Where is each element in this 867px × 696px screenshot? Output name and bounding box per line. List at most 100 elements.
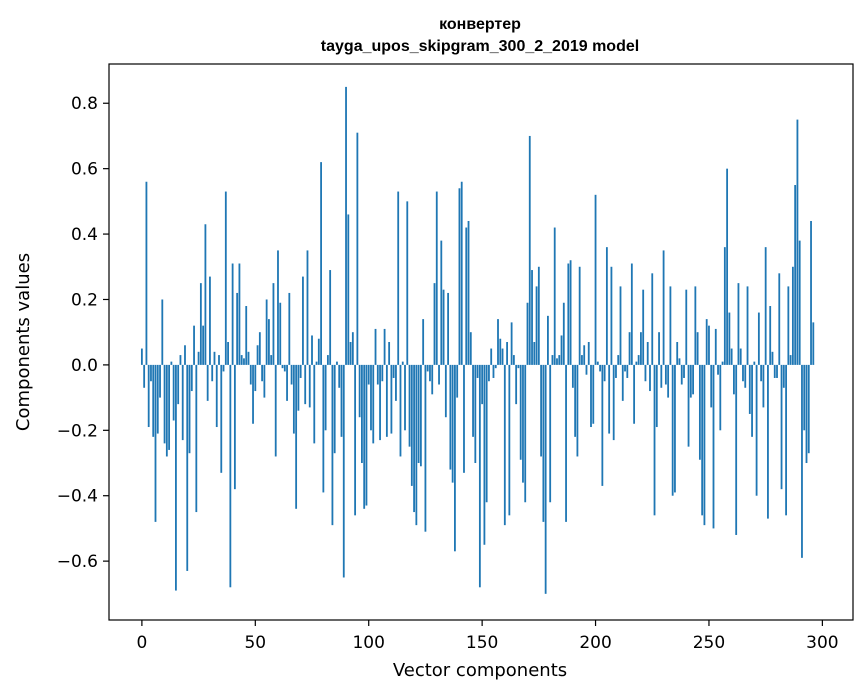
bar-186 [562,302,565,365]
bar-282 [780,364,783,490]
bar-180 [549,364,552,503]
bar-183 [556,358,558,365]
bar-248 [703,364,706,526]
bar-23 [193,325,195,365]
bar-166 [517,364,520,369]
bar-18 [181,364,184,441]
bar-138 [454,364,456,552]
bar-169 [524,364,527,503]
bar-14 [172,364,175,421]
bar-210 [617,355,620,365]
bar-252 [712,364,715,529]
bar-72 [304,364,307,405]
bar-57 [270,355,273,365]
bar-31 [211,364,214,382]
bar-150 [481,364,484,405]
bar-225 [651,273,654,365]
bar-175 [537,266,540,365]
bar-165 [515,364,518,405]
bar-131 [438,364,440,385]
bar-135 [447,292,450,365]
bar-277 [769,306,772,365]
bar-53 [261,364,264,382]
bar-16 [177,364,180,405]
bar-7 [156,364,159,434]
bar-78 [317,338,320,365]
bar-46 [245,306,248,365]
x-tick-label: 300 [806,633,838,653]
bar-251 [710,364,713,408]
bar-222 [644,364,647,382]
bar-289 [796,119,799,365]
bar-8 [159,364,161,398]
bar-71 [302,276,304,365]
bar-270 [753,361,756,365]
bar-261 [733,364,735,395]
x-tick-label: 250 [693,633,725,653]
bar-113 [397,191,400,365]
x-tick-label: 50 [244,633,266,653]
bar-244 [694,286,697,365]
bar-27 [202,325,205,365]
bar-163 [510,322,513,365]
bar-116 [404,364,406,431]
bar-267 [746,286,749,365]
bar-197 [587,342,590,365]
bar-192 [576,364,579,457]
bar-274 [762,364,765,408]
bar-51 [256,345,259,365]
bar-287 [791,266,794,365]
bar-13 [170,361,173,365]
bar-176 [540,364,543,457]
bar-184 [558,355,561,365]
bar-187 [565,364,567,522]
x-tick-label: 150 [466,633,498,653]
bar-39 [229,364,232,588]
bar-93 [351,332,354,365]
bar-275 [764,247,767,365]
bar-68 [295,364,298,509]
bar-279 [773,364,776,378]
bar-153 [488,364,490,382]
bar-12 [168,364,171,450]
bar-161 [506,342,508,365]
bar-45 [243,358,245,365]
bar-69 [297,364,300,411]
bar-249 [705,319,708,365]
bar-58 [272,283,275,365]
bar-228 [658,332,660,365]
bar-42 [236,292,239,365]
bar-88 [340,364,343,437]
bar-258 [726,168,729,365]
bar-224 [649,364,651,392]
bar-118 [408,364,411,447]
bar-159 [501,348,504,365]
bar-235 [674,364,676,493]
bar-174 [535,286,538,365]
bar-218 [635,361,638,365]
bar-32 [213,351,216,365]
bar-36 [222,364,225,372]
bar-107 [383,328,386,365]
bar-283 [782,364,785,388]
bar-114 [399,364,402,457]
bar-158 [499,338,502,365]
bar-272 [757,312,760,365]
bar-43 [238,263,241,365]
bar-263 [737,283,740,365]
bar-182 [553,227,556,365]
bar-271 [755,364,758,496]
bar-204 [603,364,606,382]
bar-137 [451,364,454,483]
bar-60 [277,250,279,365]
bar-54 [263,364,266,398]
bar-4 [150,364,152,382]
bar-141 [460,181,463,365]
bar-56 [268,319,270,365]
bar-10 [163,364,166,444]
bar-276 [767,364,769,519]
axes-group: 0 50 100 150 200 250 300 −0.6 −0.4 −0.2 0.0 0.2 0.4 0… [57,63,854,653]
bar-95 [356,132,359,365]
bar-83 [329,270,332,365]
bar-86 [336,361,338,365]
